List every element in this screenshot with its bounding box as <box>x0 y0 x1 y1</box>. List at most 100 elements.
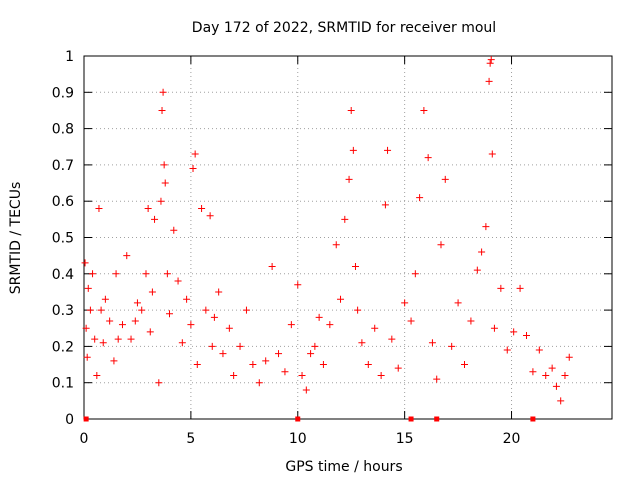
data-point <box>157 197 165 205</box>
data-point <box>215 288 223 296</box>
y-tick-label: 0 <box>65 412 74 428</box>
data-point <box>97 306 105 314</box>
y-axis-title: SRMTID / TECUs <box>8 182 24 295</box>
data-point <box>191 150 199 158</box>
data-point <box>144 204 152 212</box>
data-point <box>262 357 270 365</box>
data-point <box>127 335 135 343</box>
data-point <box>486 59 494 67</box>
data-point <box>83 353 91 361</box>
data-point <box>206 212 214 220</box>
data-point <box>112 270 120 278</box>
data-point <box>437 241 445 249</box>
data-point <box>294 281 302 289</box>
data-point <box>230 371 238 379</box>
data-point <box>337 295 345 303</box>
data-point <box>349 146 357 154</box>
data-point <box>377 371 385 379</box>
data-point <box>482 223 490 231</box>
y-tick-label: 0.7 <box>52 158 74 174</box>
data-point <box>388 335 396 343</box>
data-point <box>307 350 315 358</box>
y-tick-label: 0.3 <box>52 303 74 319</box>
x-tick-label: 10 <box>289 431 307 447</box>
data-point <box>208 342 216 350</box>
data-point <box>110 357 118 365</box>
data-point <box>84 284 92 292</box>
data-point <box>565 353 573 361</box>
data-point <box>133 299 141 307</box>
y-tick-label: 0.8 <box>52 122 74 138</box>
x-tick-label: 20 <box>503 431 521 447</box>
data-point <box>81 259 89 267</box>
data-point <box>86 306 94 314</box>
data-point <box>326 321 334 329</box>
data-point <box>358 339 366 347</box>
data-point <box>548 364 556 372</box>
data-point <box>485 77 493 85</box>
data-point <box>497 284 505 292</box>
y-tick-label: 0.1 <box>52 376 74 392</box>
data-point <box>138 306 146 314</box>
data-point <box>193 361 201 369</box>
data-point <box>268 263 276 271</box>
data-point <box>488 150 496 158</box>
y-tick-label: 0.6 <box>52 194 74 210</box>
data-point <box>542 371 550 379</box>
data-point <box>178 339 186 347</box>
data-point <box>82 324 90 332</box>
data-point <box>347 106 355 114</box>
data-point <box>557 397 565 405</box>
baseline-marker <box>295 416 301 422</box>
data-point <box>159 88 167 96</box>
y-tick-label: 0.2 <box>52 339 74 355</box>
data-point <box>158 106 166 114</box>
data-point <box>255 379 263 387</box>
data-point <box>473 266 481 274</box>
data-point <box>529 368 537 376</box>
data-point <box>433 375 441 383</box>
data-point <box>166 310 174 318</box>
y-tick-label: 0.4 <box>52 267 74 283</box>
data-point <box>163 270 171 278</box>
data-point <box>454 299 462 307</box>
data-point <box>142 270 150 278</box>
x-axis-title: GPS time / hours <box>285 459 402 475</box>
data-point <box>210 313 218 321</box>
data-point <box>187 321 195 329</box>
baseline-marker <box>530 416 536 422</box>
baseline-marker <box>83 416 89 422</box>
data-point <box>478 248 486 256</box>
data-point <box>311 342 319 350</box>
data-point <box>341 215 349 223</box>
data-point <box>146 328 154 336</box>
baseline-marker <box>434 416 440 422</box>
data-point <box>394 364 402 372</box>
data-point <box>428 339 436 347</box>
data-point <box>441 175 449 183</box>
y-tick-label: 1 <box>65 49 74 65</box>
data-point <box>131 317 139 325</box>
data-point <box>522 332 530 340</box>
data-point <box>95 204 103 212</box>
data-point <box>448 342 456 350</box>
data-point <box>189 165 197 173</box>
data-point <box>174 277 182 285</box>
data-points <box>81 56 573 422</box>
data-point <box>93 371 101 379</box>
data-point <box>354 306 362 314</box>
data-point <box>535 346 543 354</box>
data-point <box>170 226 178 234</box>
data-point <box>91 335 99 343</box>
data-point <box>249 361 257 369</box>
data-point <box>332 241 340 249</box>
axis-ticks: 00.10.20.30.40.50.60.70.80.910 5 10 15 20 <box>52 49 612 447</box>
y-tick-label: 0.5 <box>52 231 74 247</box>
data-point <box>219 350 227 358</box>
data-point <box>552 382 560 390</box>
data-point <box>183 295 191 303</box>
data-point <box>202 306 210 314</box>
data-point <box>407 317 415 325</box>
